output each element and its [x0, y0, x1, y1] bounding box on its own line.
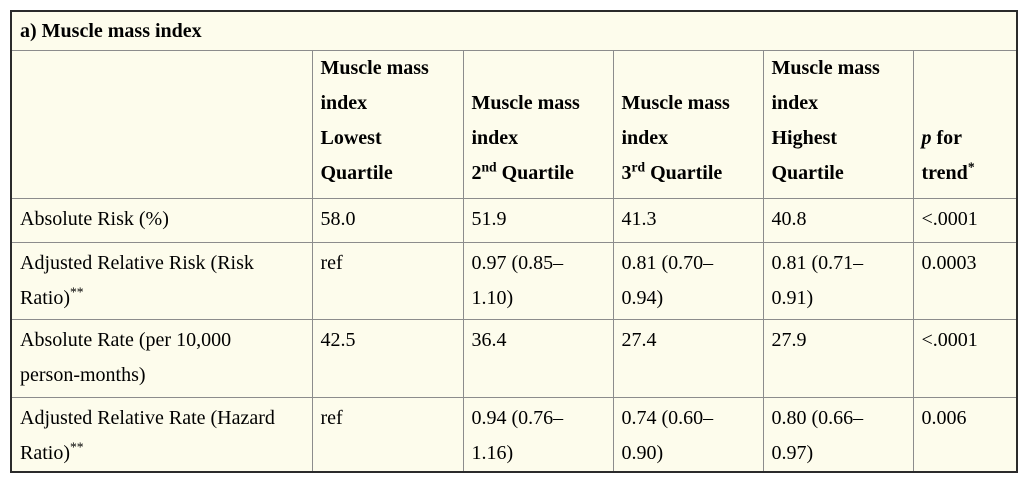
text-segment: Absolute Risk (%) — [20, 207, 169, 230]
text-segment: 0.006 — [921, 406, 967, 429]
column-header-mmi-highest-quartile: Muscle mass index Highest Quartile — [762, 49, 914, 199]
value-cell: 0.94 (0.76– 1.16) — [462, 396, 614, 473]
text-segment: 0.97 (0.85– — [471, 251, 564, 274]
value-cell: 58.0 — [311, 197, 464, 243]
column-header-mmi-2nd-quartile: Muscle mass index 2nd Quartile — [462, 49, 614, 199]
text-segment: 0.81 (0.70– — [621, 251, 714, 274]
text-segment: Muscle mass — [320, 56, 429, 79]
value-cell: ref — [311, 241, 464, 320]
value-cell: 0.97 (0.85– 1.10) — [462, 241, 614, 320]
text-segment: Highest — [771, 126, 838, 149]
value-cell: 51.9 — [462, 197, 614, 243]
text-segment: 58.0 — [320, 207, 356, 230]
superscript-marker: ** — [70, 438, 84, 454]
table-row-adjusted-relative-rate: Adjusted Relative Rate (Hazard Ratio)** re… — [10, 396, 1018, 473]
value-cell: ref — [311, 396, 464, 473]
text-segment: 0.94 (0.76– — [471, 406, 564, 429]
superscript-marker: * — [967, 158, 975, 174]
text-segment: <.0001 — [921, 207, 978, 230]
value-cell: 42.5 — [311, 318, 464, 398]
superscript-marker: nd — [481, 158, 497, 174]
text-segment: trend — [921, 161, 968, 184]
text-segment: 0.94) — [621, 286, 664, 309]
muscle-mass-index-table: a) Muscle mass index Muscle mass index Low… — [10, 10, 1019, 473]
column-header-mmi-lowest-quartile: Muscle mass index Lowest Quartile — [311, 49, 464, 199]
text-segment: 0.0003 — [921, 251, 977, 274]
text-segment: 1.10) — [471, 286, 514, 309]
text-segment: 0.74 (0.60– — [621, 406, 714, 429]
table-header-row: Muscle mass index Lowest Quartile Muscle mas… — [10, 49, 1018, 199]
value-cell: 0.81 (0.71– 0.91) — [762, 241, 914, 320]
value-cell: 27.9 — [762, 318, 914, 398]
text-segment: Ratio) — [20, 286, 70, 309]
text-segment: Quartile — [645, 161, 723, 184]
row-label-adjusted-relative-rate: Adjusted Relative Rate (Hazard Ratio)** — [10, 396, 313, 473]
text-segment: ref — [320, 251, 343, 274]
text-segment: 2 — [471, 161, 482, 184]
value-cell: 0.80 (0.66– 0.97) — [762, 396, 914, 473]
table-title-row: a) Muscle mass index — [10, 10, 1018, 51]
value-cell: 0.74 (0.60– 0.90) — [612, 396, 764, 473]
table-body: Absolute Risk (%) 58.0 51.9 41.3 40.8 <.0001 A… — [10, 197, 1018, 473]
text-segment: Muscle mass — [621, 91, 730, 114]
value-cell: 0.0003 — [912, 241, 1018, 320]
value-cell: 0.006 — [912, 396, 1018, 473]
row-label-adjusted-relative-risk: Adjusted Relative Risk (Risk Ratio)** — [10, 241, 313, 320]
text-segment: Quartile — [496, 161, 574, 184]
text-segment: 1.16) — [471, 441, 514, 464]
text-segment: 0.97) — [771, 441, 814, 464]
superscript-marker: ** — [70, 283, 84, 299]
column-header-mmi-3rd-quartile: Muscle mass index 3rd Quartile — [612, 49, 764, 199]
text-segment: index — [320, 91, 368, 114]
text-segment: 0.90) — [621, 441, 664, 464]
value-cell: 41.3 — [612, 197, 764, 243]
value-cell: <.0001 — [912, 197, 1018, 243]
text-segment: Adjusted Relative Rate (Hazard — [20, 406, 275, 429]
text-segment: 51.9 — [471, 207, 507, 230]
table-row-absolute-risk: Absolute Risk (%) 58.0 51.9 41.3 40.8 <.0001 — [10, 197, 1018, 243]
text-segment: index — [771, 91, 819, 114]
text-segment: Muscle mass — [771, 56, 880, 79]
text-segment: Absolute Rate (per 10,000 — [20, 328, 232, 351]
value-cell: 27.4 — [612, 318, 764, 398]
text-segment: person-months) — [20, 363, 146, 386]
column-header-row-label-empty — [10, 49, 313, 199]
text-segment: 27.4 — [621, 328, 657, 351]
value-cell: 0.81 (0.70– 0.94) — [612, 241, 764, 320]
text-segment: 27.9 — [771, 328, 807, 351]
table-row-absolute-rate: Absolute Rate (per 10,000 person-months) 4… — [10, 318, 1018, 398]
text-segment: ref — [320, 406, 343, 429]
text-segment: 36.4 — [471, 328, 507, 351]
text-segment: index — [471, 126, 519, 149]
value-cell: 36.4 — [462, 318, 614, 398]
text-segment: Quartile — [771, 161, 844, 184]
text-segment: Lowest — [320, 126, 382, 149]
superscript-marker: rd — [631, 158, 646, 174]
text-segment: Adjusted Relative Risk (Risk — [20, 251, 254, 274]
value-cell: <.0001 — [912, 318, 1018, 398]
text-segment: 42.5 — [320, 328, 356, 351]
row-label-absolute-rate: Absolute Rate (per 10,000 person-months) — [10, 318, 313, 398]
text-segment: 0.81 (0.71– — [771, 251, 864, 274]
text-segment: Ratio) — [20, 441, 70, 464]
text-segment: Quartile — [320, 161, 393, 184]
text-segment: for — [931, 126, 963, 149]
text-segment: 40.8 — [771, 207, 807, 230]
text-segment: <.0001 — [921, 328, 978, 351]
text-segment: 0.91) — [771, 286, 814, 309]
text-segment: 3 — [621, 161, 632, 184]
value-cell: 40.8 — [762, 197, 914, 243]
text-segment: 0.80 (0.66– — [771, 406, 864, 429]
text-segment: p — [921, 126, 932, 149]
text-segment: Muscle mass — [471, 91, 580, 114]
text-segment: 41.3 — [621, 207, 657, 230]
column-header-p-for-trend: p for trend* — [912, 49, 1018, 199]
text-segment: index — [621, 126, 669, 149]
table-title: a) Muscle mass index — [10, 10, 1018, 51]
row-label-absolute-risk: Absolute Risk (%) — [10, 197, 313, 243]
table-row-adjusted-relative-risk: Adjusted Relative Risk (Risk Ratio)** ref 0… — [10, 241, 1018, 320]
